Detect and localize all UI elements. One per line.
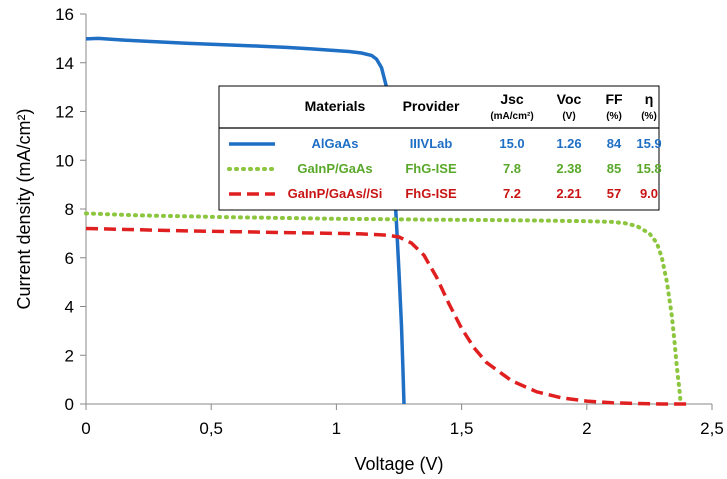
table-cell-jsc: 7.8: [503, 161, 521, 176]
table-header: Voc: [557, 91, 582, 107]
table-cell-material: GaInP/GaAs//Si: [288, 186, 383, 201]
y-tick-label: 2: [65, 346, 74, 365]
table-header: Materials: [305, 98, 366, 114]
y-tick-label: 8: [65, 200, 74, 219]
table-cell-voc: 2.21: [556, 186, 581, 201]
legend-table-box: [218, 85, 660, 211]
axes: 0 2 4 6 8 10 12 14 16 0 0,5 1 1,5 2 2,5: [55, 5, 724, 438]
x-tick-label: 1: [332, 419, 341, 438]
table-header-unit: (%): [606, 111, 622, 122]
table-cell-material: AlGaAs: [312, 136, 359, 151]
table-cell-voc: 1.26: [556, 136, 581, 151]
table-header: FF: [605, 91, 623, 107]
series-line-algaas: [85, 36, 406, 405]
y-tick-label: 12: [55, 103, 74, 122]
table-cell-provider: FhG-ISE: [405, 161, 457, 176]
table-cell-eta: 15.9: [636, 136, 661, 151]
table-cell-ff: 84: [607, 136, 622, 151]
table-cell-ff: 85: [607, 161, 621, 176]
x-tick-label: 0: [81, 419, 90, 438]
x-axis-title: Voltage (V): [354, 454, 443, 474]
y-axis-title: Current density (mA/cm²): [14, 108, 34, 309]
table-cell-jsc: 7.2: [503, 186, 521, 201]
table-header-unit: (%): [641, 111, 657, 122]
x-tick-label: 1,5: [450, 419, 474, 438]
table-header-unit: (V): [562, 111, 575, 122]
x-tick-label: 2: [582, 419, 591, 438]
table-header: Jsc: [500, 91, 524, 107]
table-cell-material: GaInP/GaAs: [297, 161, 372, 176]
y-tick-label: 10: [55, 151, 74, 170]
series-layer: [84, 36, 687, 406]
table-cell-provider: FhG-ISE: [405, 186, 457, 201]
y-tick-label: 14: [55, 54, 74, 73]
y-tick-label: 0: [65, 395, 74, 414]
x-tick-label: 0,5: [199, 419, 223, 438]
table-header: Provider: [403, 98, 460, 114]
table-cell-eta: 15.8: [636, 161, 661, 176]
table-header-unit: (mA/cm²): [490, 111, 533, 122]
table-cell-voc: 2.38: [556, 161, 581, 176]
table-cell-eta: 9.0: [640, 186, 658, 201]
series-line-gainp-gaas: [84, 211, 683, 406]
x-tick-label: 2,5: [700, 419, 724, 438]
table-cell-jsc: 15.0: [499, 136, 524, 151]
series-line-gainp-gaas-si: [85, 226, 687, 406]
table-cell-provider: IIIVLab: [410, 136, 453, 151]
table-header: η: [645, 91, 654, 107]
legend-table: Materials Provider Jsc (mA/cm²) Voc (V) FF (%) η…: [218, 85, 662, 211]
y-tick-label: 16: [55, 5, 74, 24]
y-tick-label: 4: [65, 298, 74, 317]
table-cell-ff: 57: [607, 186, 621, 201]
y-tick-label: 6: [65, 249, 74, 268]
